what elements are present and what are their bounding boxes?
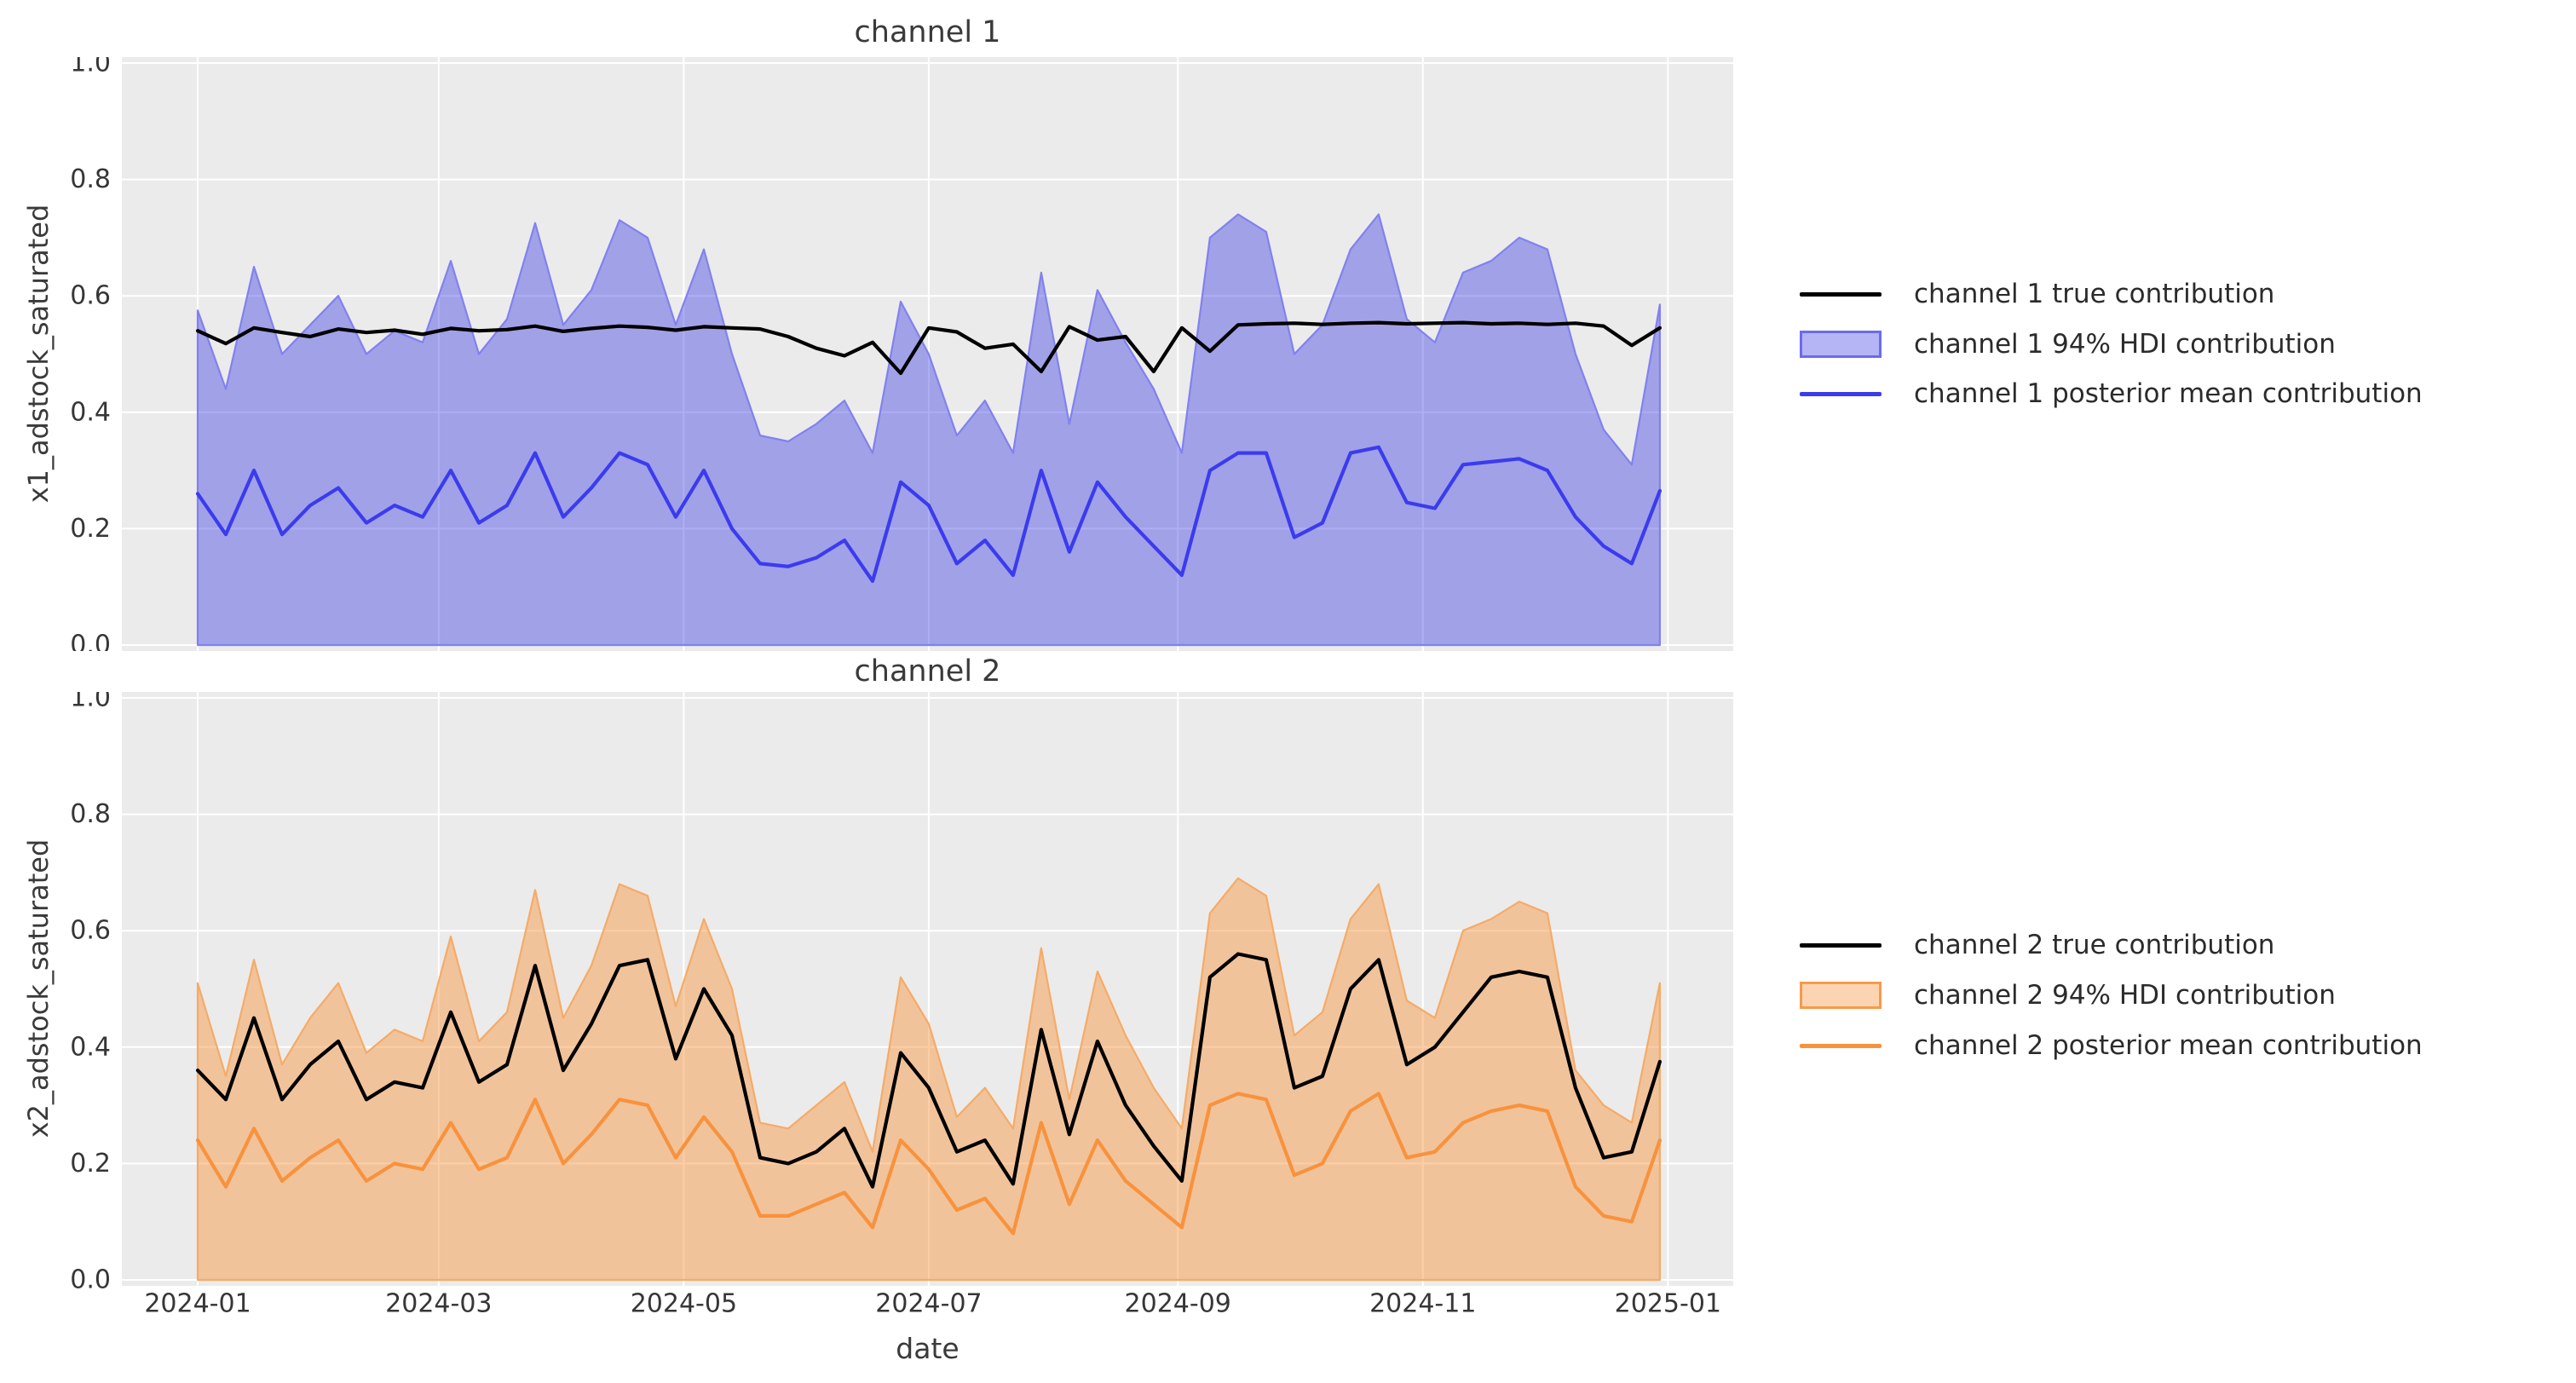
legend-label: channel 1 94% HDI contribution (1914, 329, 2336, 360)
y-tick-label: 0.8 (70, 164, 111, 194)
plot-area (122, 692, 1733, 1286)
y-tick-label: 1.0 (70, 57, 111, 78)
channel-1-plot: 0.0 0.2 0.4 0.6 0.8 1.0 (70, 57, 1733, 652)
plot-area (122, 57, 1733, 651)
y-tick-label: 0.2 (70, 514, 111, 544)
hdi-band (196, 877, 1662, 1282)
legend-label: channel 2 94% HDI contribution (1914, 980, 2336, 1011)
y-tick-label: 0.4 (70, 397, 111, 427)
posterior-mean-line-swatch (1800, 391, 1882, 396)
hdi-band-swatch (1800, 331, 1882, 358)
chart-title-channel-2: channel 2 (854, 654, 1001, 689)
legend-item: channel 1 94% HDI contribution (1800, 326, 2336, 363)
x-tick-label: 2024-03 (385, 1289, 492, 1319)
legend-item: channel 1 posterior mean contribution (1800, 375, 2423, 412)
posterior-mean-line-swatch (1800, 1043, 1882, 1048)
y-tick-label: 0.0 (70, 1265, 111, 1295)
x-tick-label: 2025-01 (1615, 1289, 1721, 1319)
y-tick-label: 0.0 (70, 631, 111, 652)
true-contribution-line (195, 952, 1663, 1189)
y-tick-label: 0.8 (70, 799, 111, 829)
legend-label: channel 1 true contribution (1914, 279, 2275, 309)
legend-label: channel 2 posterior mean contribution (1914, 1030, 2423, 1061)
legend-label: channel 1 posterior mean contribution (1914, 378, 2423, 409)
x-tick-label: 2024-01 (144, 1289, 251, 1319)
posterior-mean-line (195, 1092, 1663, 1236)
legend-item: channel 2 94% HDI contribution (1800, 977, 2336, 1014)
legend-item: channel 2 posterior mean contribution (1800, 1027, 2423, 1064)
legend-label: channel 2 true contribution (1914, 930, 2275, 960)
hdi-band-swatch (1800, 982, 1882, 1009)
y-tick-label: 0.6 (70, 916, 111, 946)
y-tick-label: 0.6 (70, 281, 111, 311)
y-tick-label: 0.4 (70, 1032, 111, 1062)
x-tick-label: 2024-09 (1125, 1289, 1231, 1319)
x-axis-label: date (896, 1332, 960, 1365)
true-contribution-line (195, 320, 1663, 376)
posterior-mean-line (195, 445, 1663, 584)
x-tick-label: 2024-05 (631, 1289, 737, 1319)
x-tick-label: 2024-11 (1369, 1289, 1476, 1319)
x-tick-label: 2024-07 (875, 1289, 982, 1319)
true-line-swatch (1800, 942, 1882, 948)
chart-title-channel-1: channel 1 (854, 15, 1001, 49)
legend-item: channel 2 true contribution (1800, 926, 2274, 964)
channel-2-plot: 0.0 0.2 0.4 0.6 0.8 1.0 2024-01 2024-03 2024-05 2… (70, 692, 1733, 1319)
y-tick-label: 1.0 (70, 692, 111, 713)
true-line-swatch (1800, 291, 1882, 297)
legend-item: channel 1 true contribution (1800, 275, 2274, 313)
y-tick-label: 0.2 (70, 1149, 111, 1178)
